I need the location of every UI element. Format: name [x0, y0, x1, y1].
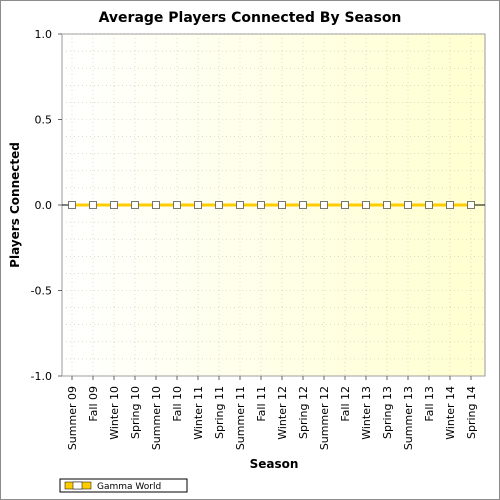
x-tick-label: Winter 12 [276, 386, 289, 440]
y-tick-label: 0.5 [35, 114, 53, 127]
x-tick-label: Fall 09 [87, 386, 100, 422]
x-tick-label: Winter 14 [444, 386, 457, 440]
x-tick-label: Winter 10 [108, 386, 121, 440]
x-tick-label: Spring 10 [129, 386, 142, 439]
data-point [299, 201, 307, 209]
y-axis-title: Players Connected [8, 142, 22, 268]
data-point [215, 201, 223, 209]
x-tick-label: Fall 11 [255, 386, 268, 422]
data-point [68, 201, 76, 209]
y-tick-label: 0.0 [35, 199, 53, 212]
legend-marker-icon [72, 481, 83, 490]
data-point [404, 201, 412, 209]
y-tick-label: -0.5 [31, 285, 52, 298]
x-tick-label: Winter 13 [360, 386, 373, 440]
x-tick-label: Winter 11 [192, 386, 205, 440]
x-tick-label: Summer 12 [318, 386, 331, 450]
x-tick-label: Fall 13 [423, 386, 436, 422]
x-tick-label: Spring 11 [213, 386, 226, 439]
data-point [383, 201, 391, 209]
x-tick-label: Spring 14 [465, 386, 478, 439]
legend-label: Gamma World [97, 482, 161, 492]
legend-box [59, 478, 188, 493]
x-tick-label: Summer 10 [150, 386, 163, 450]
legend: Gamma World [59, 478, 188, 493]
data-point [131, 201, 139, 209]
x-tick-label: Summer 11 [234, 386, 247, 450]
x-tick-label: Spring 12 [297, 386, 310, 439]
data-point [425, 201, 433, 209]
data-point [278, 201, 286, 209]
data-point [236, 201, 244, 209]
x-axis-title: Season [250, 457, 299, 471]
data-point [257, 201, 265, 209]
data-point [194, 201, 202, 209]
y-tick-label: 1.0 [35, 28, 53, 41]
data-point [89, 201, 97, 209]
data-point [320, 201, 328, 209]
data-point [341, 201, 349, 209]
data-point [446, 201, 454, 209]
grid [62, 33, 485, 377]
x-tick-label: Summer 13 [402, 386, 415, 450]
data-point [110, 201, 118, 209]
x-tick-label: Spring 13 [381, 386, 394, 439]
x-tick-label: Fall 12 [339, 386, 352, 422]
x-tick-label: Summer 09 [66, 386, 79, 450]
data-point [467, 201, 475, 209]
y-tick-label: -1.0 [31, 370, 52, 383]
data-point [173, 201, 181, 209]
y-axis: 1.0 0.5 0.0 -0.5 -1.0 [31, 28, 62, 383]
data-point [152, 201, 160, 209]
x-axis: Summer 09 Fall 09 Winter 10 Spring 10 Summer… [66, 376, 478, 450]
data-point [362, 201, 370, 209]
series-layer [62, 201, 485, 209]
x-tick-label: Fall 10 [171, 386, 184, 422]
chart-title: Average Players Connected By Season [99, 10, 402, 26]
